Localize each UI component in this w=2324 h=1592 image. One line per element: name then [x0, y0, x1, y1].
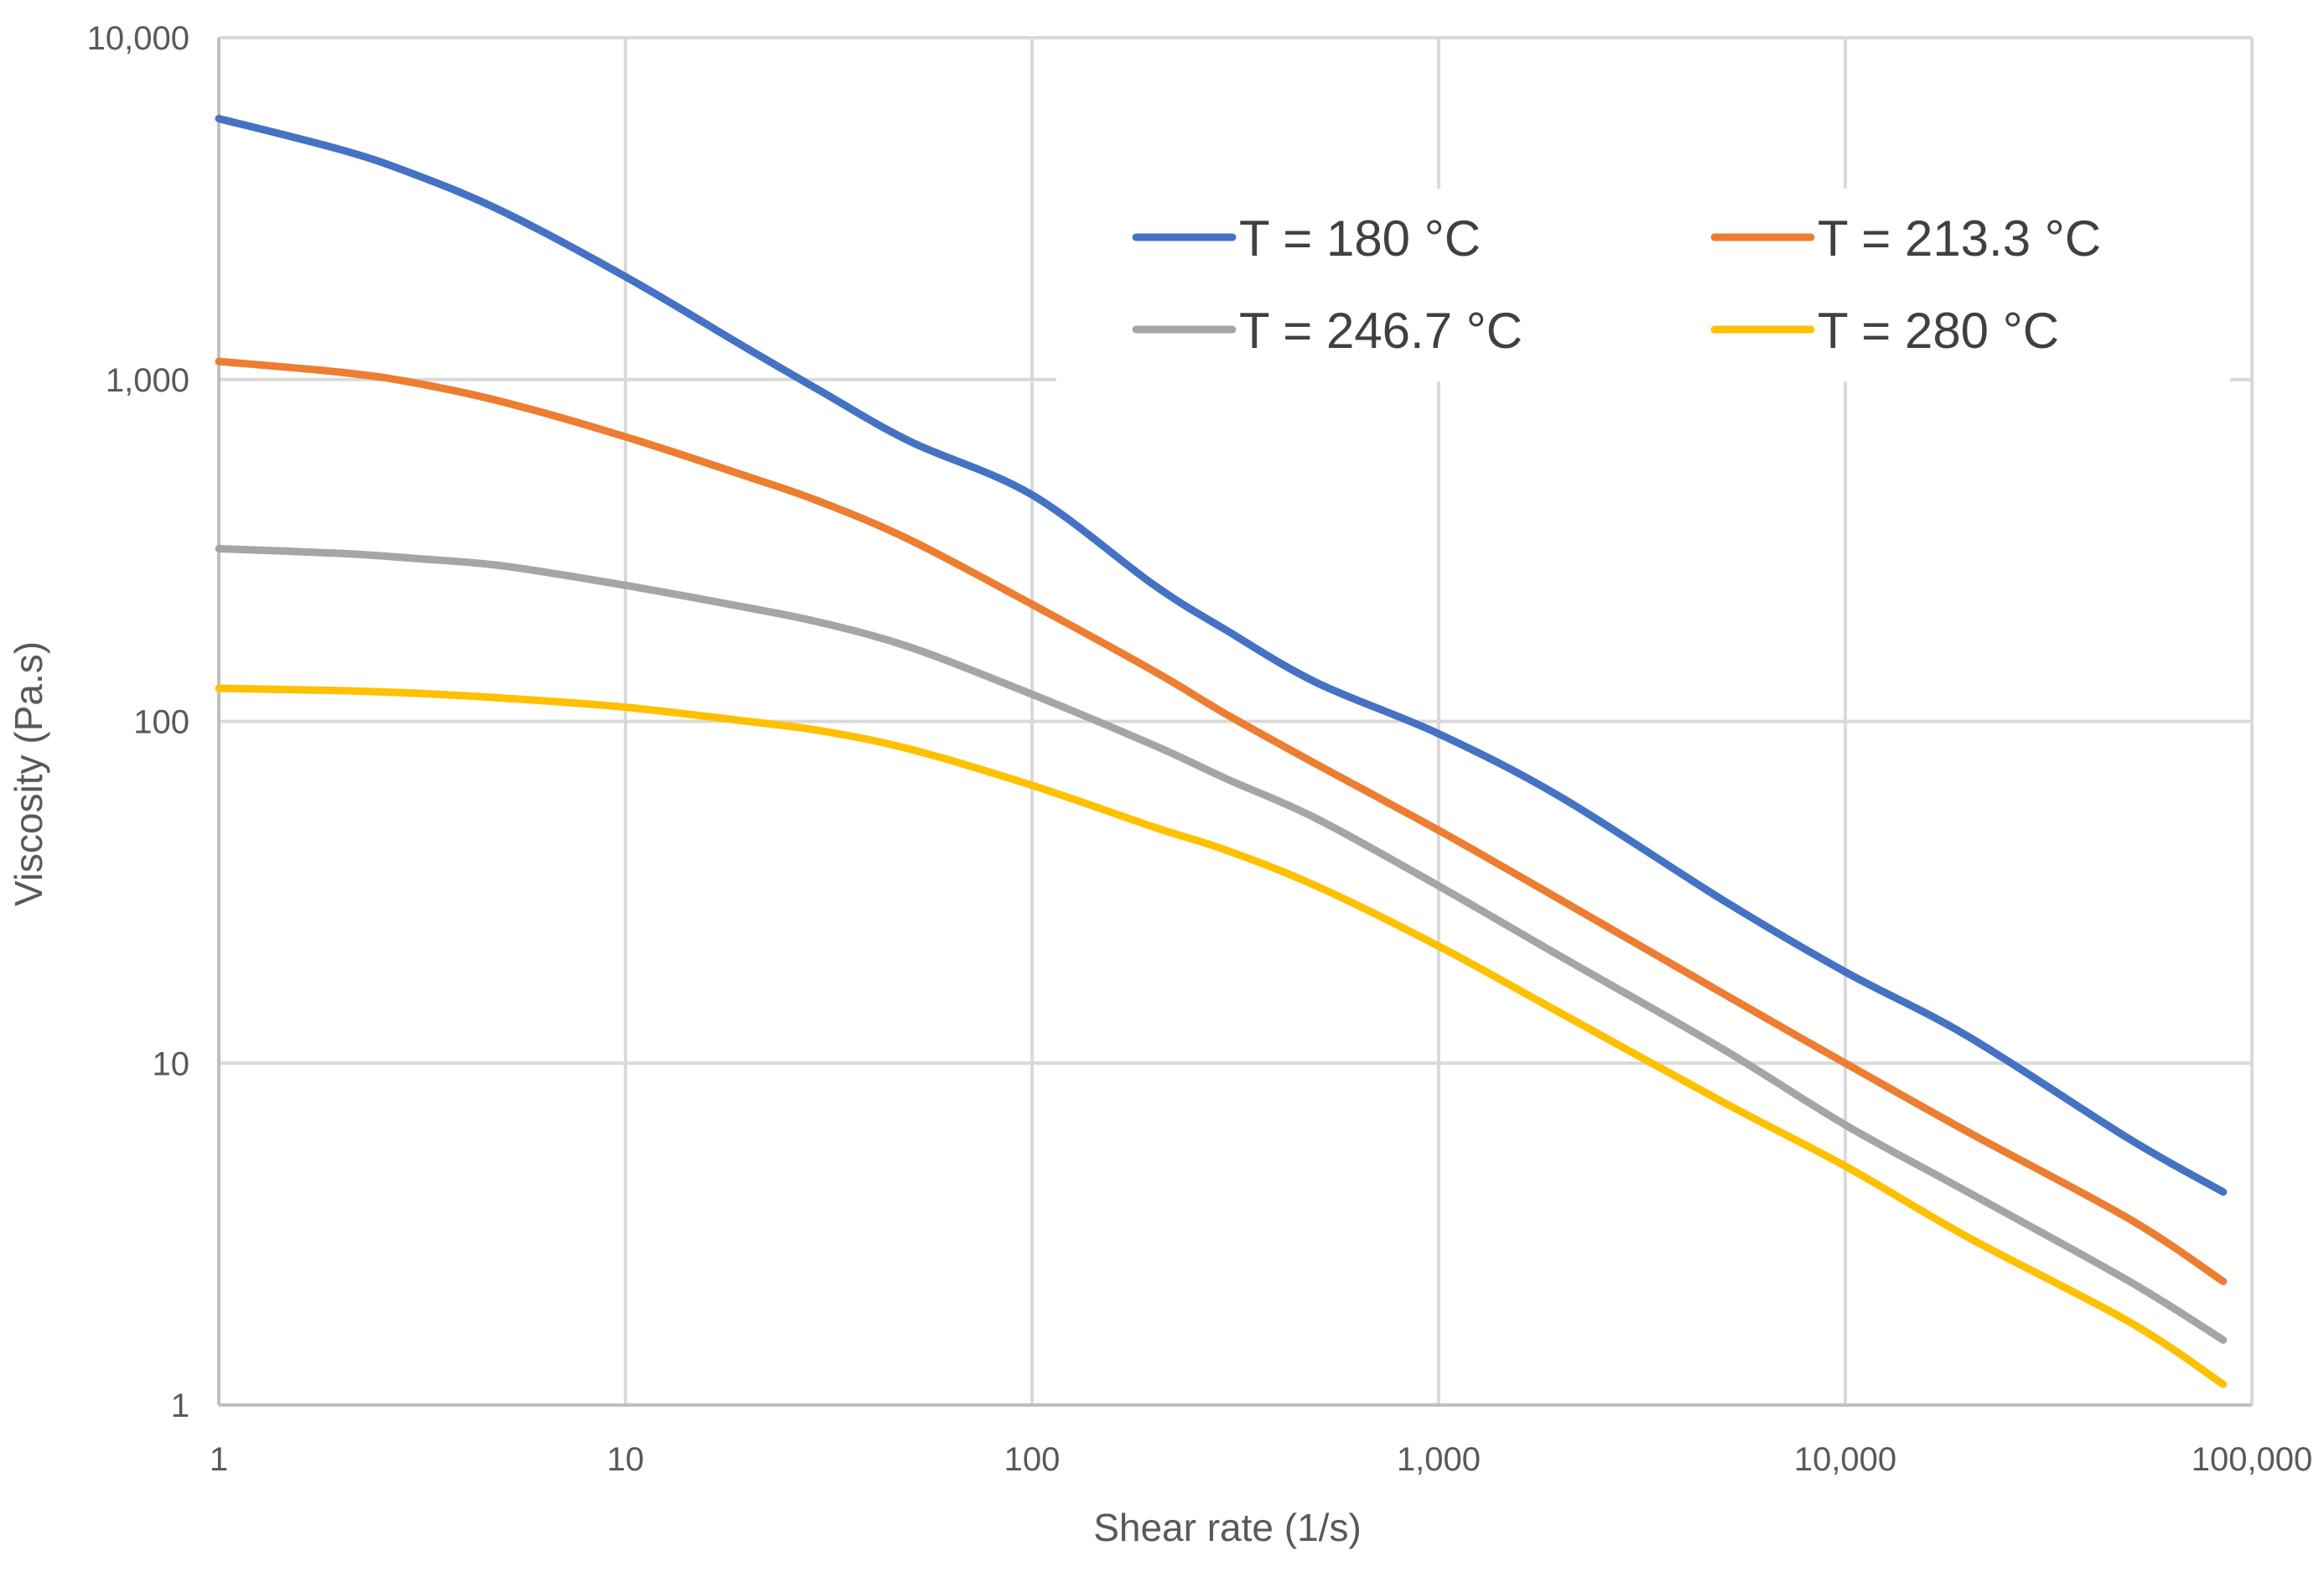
legend-label-t-213-3: T = 213.3 °C — [1818, 210, 2101, 267]
tick-labels: 1 10 100 1,000 10,000 100,000 1 10 100 1,000 10,00… — [87, 20, 2313, 1478]
x-tick-label: 1,000 — [1397, 1441, 1481, 1478]
x-axis-title: Shear rate (1/s) — [1093, 1506, 1362, 1549]
legend: T = 180 °C T = 213.3 °C T = 246.7 °C T = 28… — [1056, 189, 2230, 381]
x-tick-label: 1 — [210, 1441, 228, 1478]
y-tick-label: 1,000 — [106, 362, 189, 399]
axes — [217, 38, 2252, 1407]
x-tick-label: 10,000 — [1794, 1441, 1896, 1478]
y-tick-label: 1 — [171, 1387, 189, 1424]
series-lines — [215, 114, 2228, 1388]
y-axis-title: Viscosity (Pa.s) — [7, 641, 50, 906]
legend-label-t-246-7: T = 246.7 °C — [1239, 303, 1523, 359]
y-tick-label: 10,000 — [87, 20, 189, 57]
legend-label-t-280: T = 280 °C — [1818, 303, 2059, 359]
series-line-t-280 — [215, 684, 2228, 1388]
y-tick-label: 100 — [133, 704, 189, 741]
x-tick-label: 100 — [1004, 1441, 1061, 1478]
x-tick-label: 100,000 — [2192, 1441, 2313, 1478]
series-line-t-246-7 — [215, 545, 2228, 1344]
series-line-t-213-3 — [215, 357, 2228, 1286]
legend-background — [1056, 189, 2230, 381]
series-line-t-180 — [215, 114, 2228, 1196]
x-tick-label: 10 — [607, 1441, 645, 1478]
legend-label-t-180: T = 180 °C — [1239, 210, 1481, 267]
y-tick-label: 10 — [153, 1045, 190, 1082]
